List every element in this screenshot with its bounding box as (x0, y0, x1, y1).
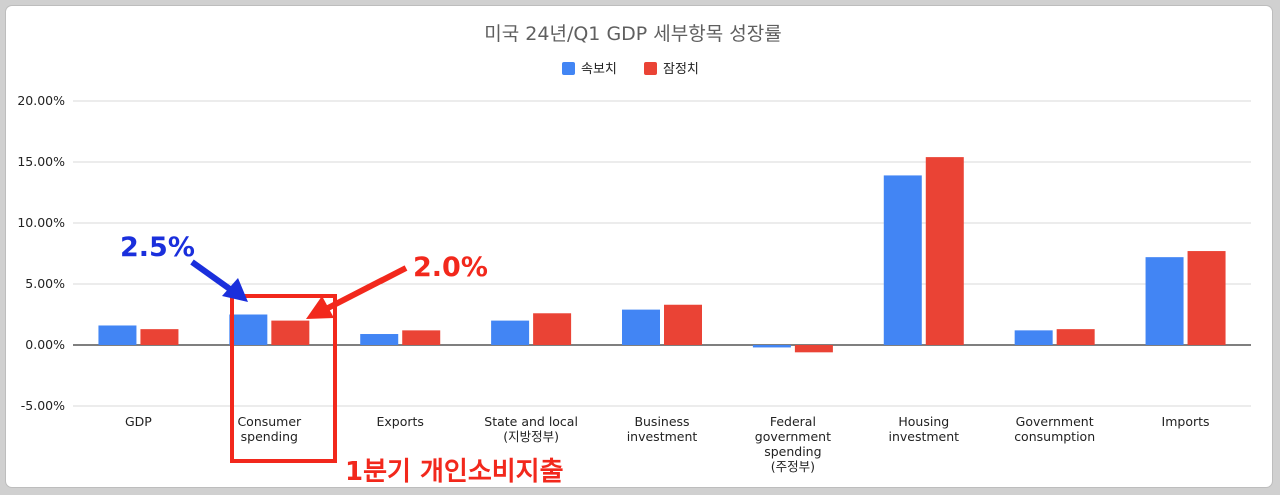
x-category-label: Government consumption (1014, 414, 1095, 444)
bar-series-1 (98, 325, 137, 345)
bar-series-1 (491, 320, 530, 345)
x-category-label: Consumer spending (237, 414, 302, 444)
bar-series-2 (794, 345, 833, 353)
annotation-red-label: 2.0% (413, 252, 488, 283)
legend-label-series-1: 속보치 (581, 62, 617, 77)
x-category-label: Federal government spending (주정부) (755, 414, 831, 474)
legend-label-series-2: 잠정치 (663, 62, 699, 77)
gridlines (73, 100, 1251, 407)
y-tick-label: -5.00% (21, 398, 65, 413)
y-tick-label: 5.00% (25, 276, 65, 291)
y-tick-label: 10.00% (17, 215, 65, 230)
bar-series-1 (360, 334, 399, 345)
annotation-blue-arrowhead (222, 278, 248, 302)
y-tick-label: 15.00% (17, 154, 65, 169)
bar-chart: 미국 24년/Q1 GDP 세부항목 성장률 속보치 잠정치 20.00% 15.… (17, 23, 1251, 487)
bar-series-1 (229, 314, 268, 345)
annotation-layer: 2.5% 2.0% 1분기 개인소비지출 (120, 232, 564, 487)
x-category-label: Exports (377, 414, 424, 429)
legend: 속보치 잠정치 (562, 62, 699, 77)
x-category-label: Business investment (627, 414, 698, 444)
bar-series-2 (1187, 251, 1226, 345)
x-category-label: Housing investment (888, 414, 959, 444)
chart-card: 미국 24년/Q1 GDP 세부항목 성장률 속보치 잠정치 20.00% 15.… (6, 6, 1272, 487)
annotation-caption: 1분기 개인소비지출 (345, 457, 564, 487)
legend-swatch-series-2 (644, 62, 657, 75)
chart-title: 미국 24년/Q1 GDP 세부항목 성장률 (484, 23, 781, 45)
y-axis-ticks: 20.00% 15.00% 10.00% 5.00% 0.00% -5.00% (17, 93, 65, 413)
bar-series-2 (533, 313, 572, 345)
bars (98, 157, 1226, 353)
bar-series-1 (1145, 257, 1184, 345)
annotation-red-arrow (326, 265, 408, 311)
x-category-label: GDP (125, 414, 152, 429)
highlight-box (230, 294, 337, 463)
x-category-label: Imports (1162, 414, 1210, 429)
annotation-red-arrowhead (306, 296, 334, 319)
bar-series-1 (752, 345, 791, 348)
bar-series-2 (1056, 329, 1095, 345)
bar-series-1 (622, 309, 660, 345)
y-tick-label: 0.00% (25, 337, 65, 352)
annotation-blue-arrow (190, 259, 236, 295)
annotation-blue-label: 2.5% (120, 232, 195, 263)
bar-series-2 (140, 329, 179, 345)
bar-series-1 (883, 175, 922, 345)
bar-series-2 (271, 320, 310, 345)
y-tick-label: 20.00% (17, 93, 65, 108)
legend-swatch-series-1 (562, 62, 575, 75)
bar-series-2 (925, 157, 964, 345)
bar-series-2 (402, 330, 441, 345)
bar-series-1 (1014, 330, 1053, 345)
x-axis-categories: GDP Consumer spending Exports State and loca… (125, 414, 1210, 474)
x-category-label: State and local (지방정부) (484, 414, 578, 444)
bar-series-2 (664, 304, 702, 345)
